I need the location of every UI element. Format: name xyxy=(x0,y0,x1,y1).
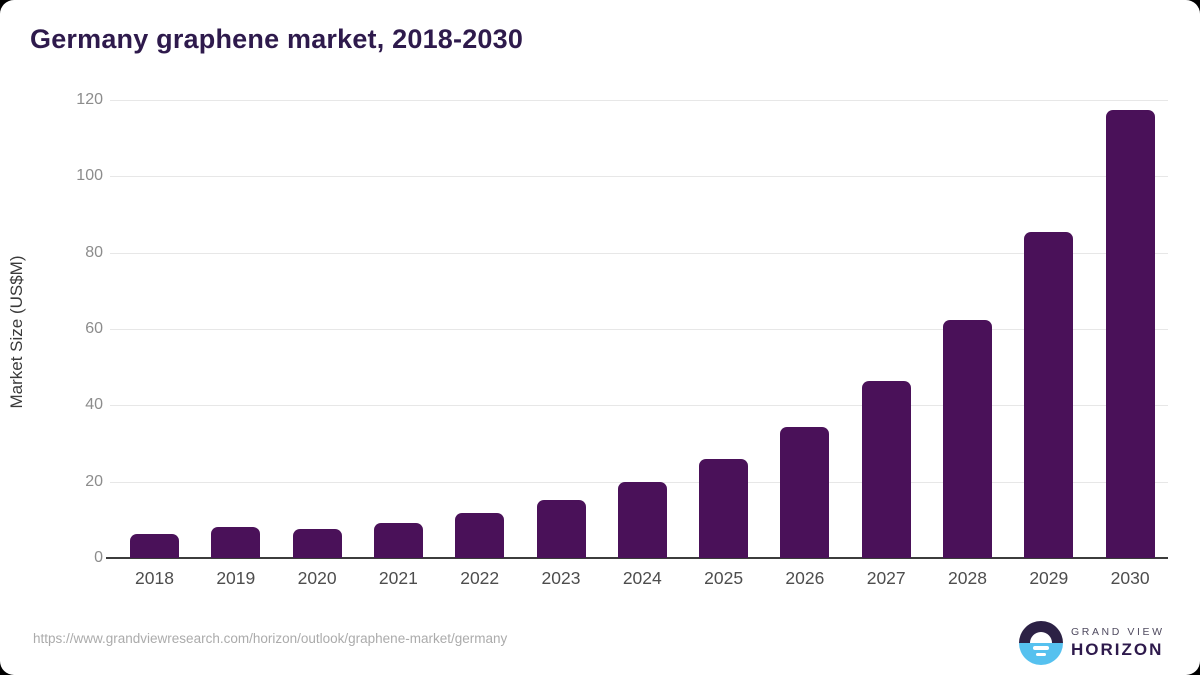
x-label-2029: 2029 xyxy=(1029,568,1069,588)
logo-text: GRAND VIEW HORIZON xyxy=(1071,626,1165,660)
x-label-2023: 2023 xyxy=(541,568,581,588)
chart-title: Germany graphene market, 2018-2030 xyxy=(30,24,524,54)
y-tick-100: 100 xyxy=(76,167,103,185)
bar-2030 xyxy=(1105,110,1155,558)
gridline-80 xyxy=(110,252,1168,254)
grand-view-horizon-logo: GRAND VIEW HORIZON xyxy=(1019,621,1169,667)
bar-2018 xyxy=(130,533,179,558)
bar-2019 xyxy=(211,526,261,558)
bar-2025 xyxy=(699,458,749,558)
sun-shape xyxy=(1030,632,1052,643)
y-tick-80: 80 xyxy=(85,243,103,261)
gridline-40 xyxy=(110,405,1168,407)
logo-brand-name: GRAND VIEW xyxy=(1071,626,1165,638)
y-tick-60: 60 xyxy=(85,320,103,337)
x-label-2026: 2026 xyxy=(785,568,825,588)
x-label-2028: 2028 xyxy=(948,568,987,588)
bar-2022 xyxy=(455,513,505,558)
bar-2029 xyxy=(1024,232,1074,558)
x-label-2021: 2021 xyxy=(378,568,418,588)
source-url: https://www.grandviewresearch.com/horizo… xyxy=(33,631,508,646)
sun-reflection-dash xyxy=(1033,646,1049,650)
y-axis-title: Market Size (US$M) xyxy=(7,255,26,409)
bar-2023 xyxy=(536,500,586,558)
x-label-2019: 2019 xyxy=(216,568,256,588)
gridline-120 xyxy=(110,100,1168,101)
bar-2021 xyxy=(373,522,423,558)
x-label-2025: 2025 xyxy=(704,568,744,588)
bar-2026 xyxy=(780,426,830,558)
bar-2028 xyxy=(943,319,992,558)
sun-reflection-dash xyxy=(1036,653,1046,656)
y-tick-20: 20 xyxy=(85,472,103,490)
bar-2020 xyxy=(292,529,342,558)
gridline-60 xyxy=(110,329,1168,330)
x-axis-line xyxy=(106,557,1168,559)
plot-area xyxy=(106,100,1168,559)
horizon-sun-icon xyxy=(1019,621,1063,665)
y-tick-0: 0 xyxy=(94,549,103,566)
x-label-2018: 2018 xyxy=(135,568,174,588)
gridline-100 xyxy=(110,176,1168,178)
x-label-2027: 2027 xyxy=(866,568,906,588)
logo-product-name: HORIZON xyxy=(1071,640,1164,659)
bar-2024 xyxy=(617,482,667,558)
x-label-2020: 2020 xyxy=(297,568,337,588)
y-tick-40: 40 xyxy=(85,396,103,414)
x-label-2022: 2022 xyxy=(460,568,500,588)
x-label-2024: 2024 xyxy=(622,568,662,588)
x-label-2030: 2030 xyxy=(1110,568,1150,588)
bar-2027 xyxy=(861,380,911,558)
y-tick-120: 120 xyxy=(76,91,103,108)
